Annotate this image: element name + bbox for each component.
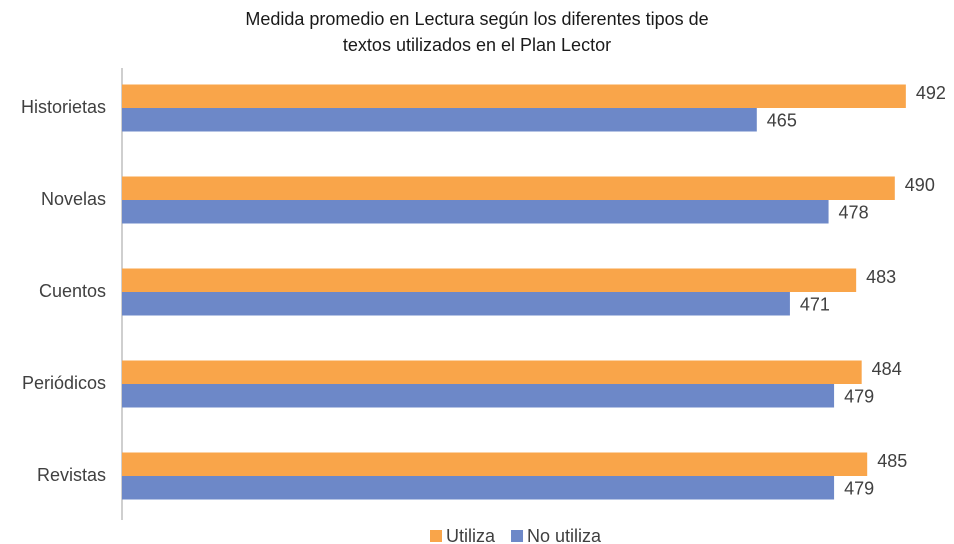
- legend-label: Utiliza: [446, 526, 496, 544]
- bar: [122, 200, 829, 224]
- bar: [122, 360, 862, 384]
- value-label: 478: [839, 203, 869, 223]
- chart-title: Medida promedio en Lectura según los dif…: [245, 9, 709, 55]
- value-label: 479: [844, 479, 874, 499]
- y-tick-label: Periódicos: [22, 373, 106, 393]
- bar: [122, 384, 835, 408]
- legend-swatch: [511, 530, 524, 542]
- value-label: 492: [916, 83, 946, 103]
- y-tick-label: Novelas: [41, 189, 106, 209]
- bar: [122, 268, 857, 292]
- y-tick-label: Historietas: [21, 97, 106, 117]
- value-label: 479: [844, 387, 874, 407]
- bar: [122, 176, 895, 200]
- value-label: 490: [905, 175, 935, 195]
- bar: [122, 84, 906, 108]
- legend-swatch: [430, 530, 442, 542]
- bar: [122, 452, 868, 476]
- bar: [122, 292, 790, 316]
- title-box: Medida promedio en Lectura según los dif…: [245, 9, 709, 55]
- bar: [122, 476, 835, 500]
- value-label: 485: [877, 451, 907, 471]
- bar: [122, 108, 757, 132]
- y-tick-label: Cuentos: [39, 281, 106, 301]
- value-label: 465: [767, 111, 797, 131]
- legend-label: No utiliza: [527, 526, 602, 544]
- y-tick-label: Revistas: [37, 465, 106, 485]
- value-label: 483: [866, 267, 896, 287]
- value-label: 471: [800, 295, 830, 315]
- value-label: 484: [872, 359, 902, 379]
